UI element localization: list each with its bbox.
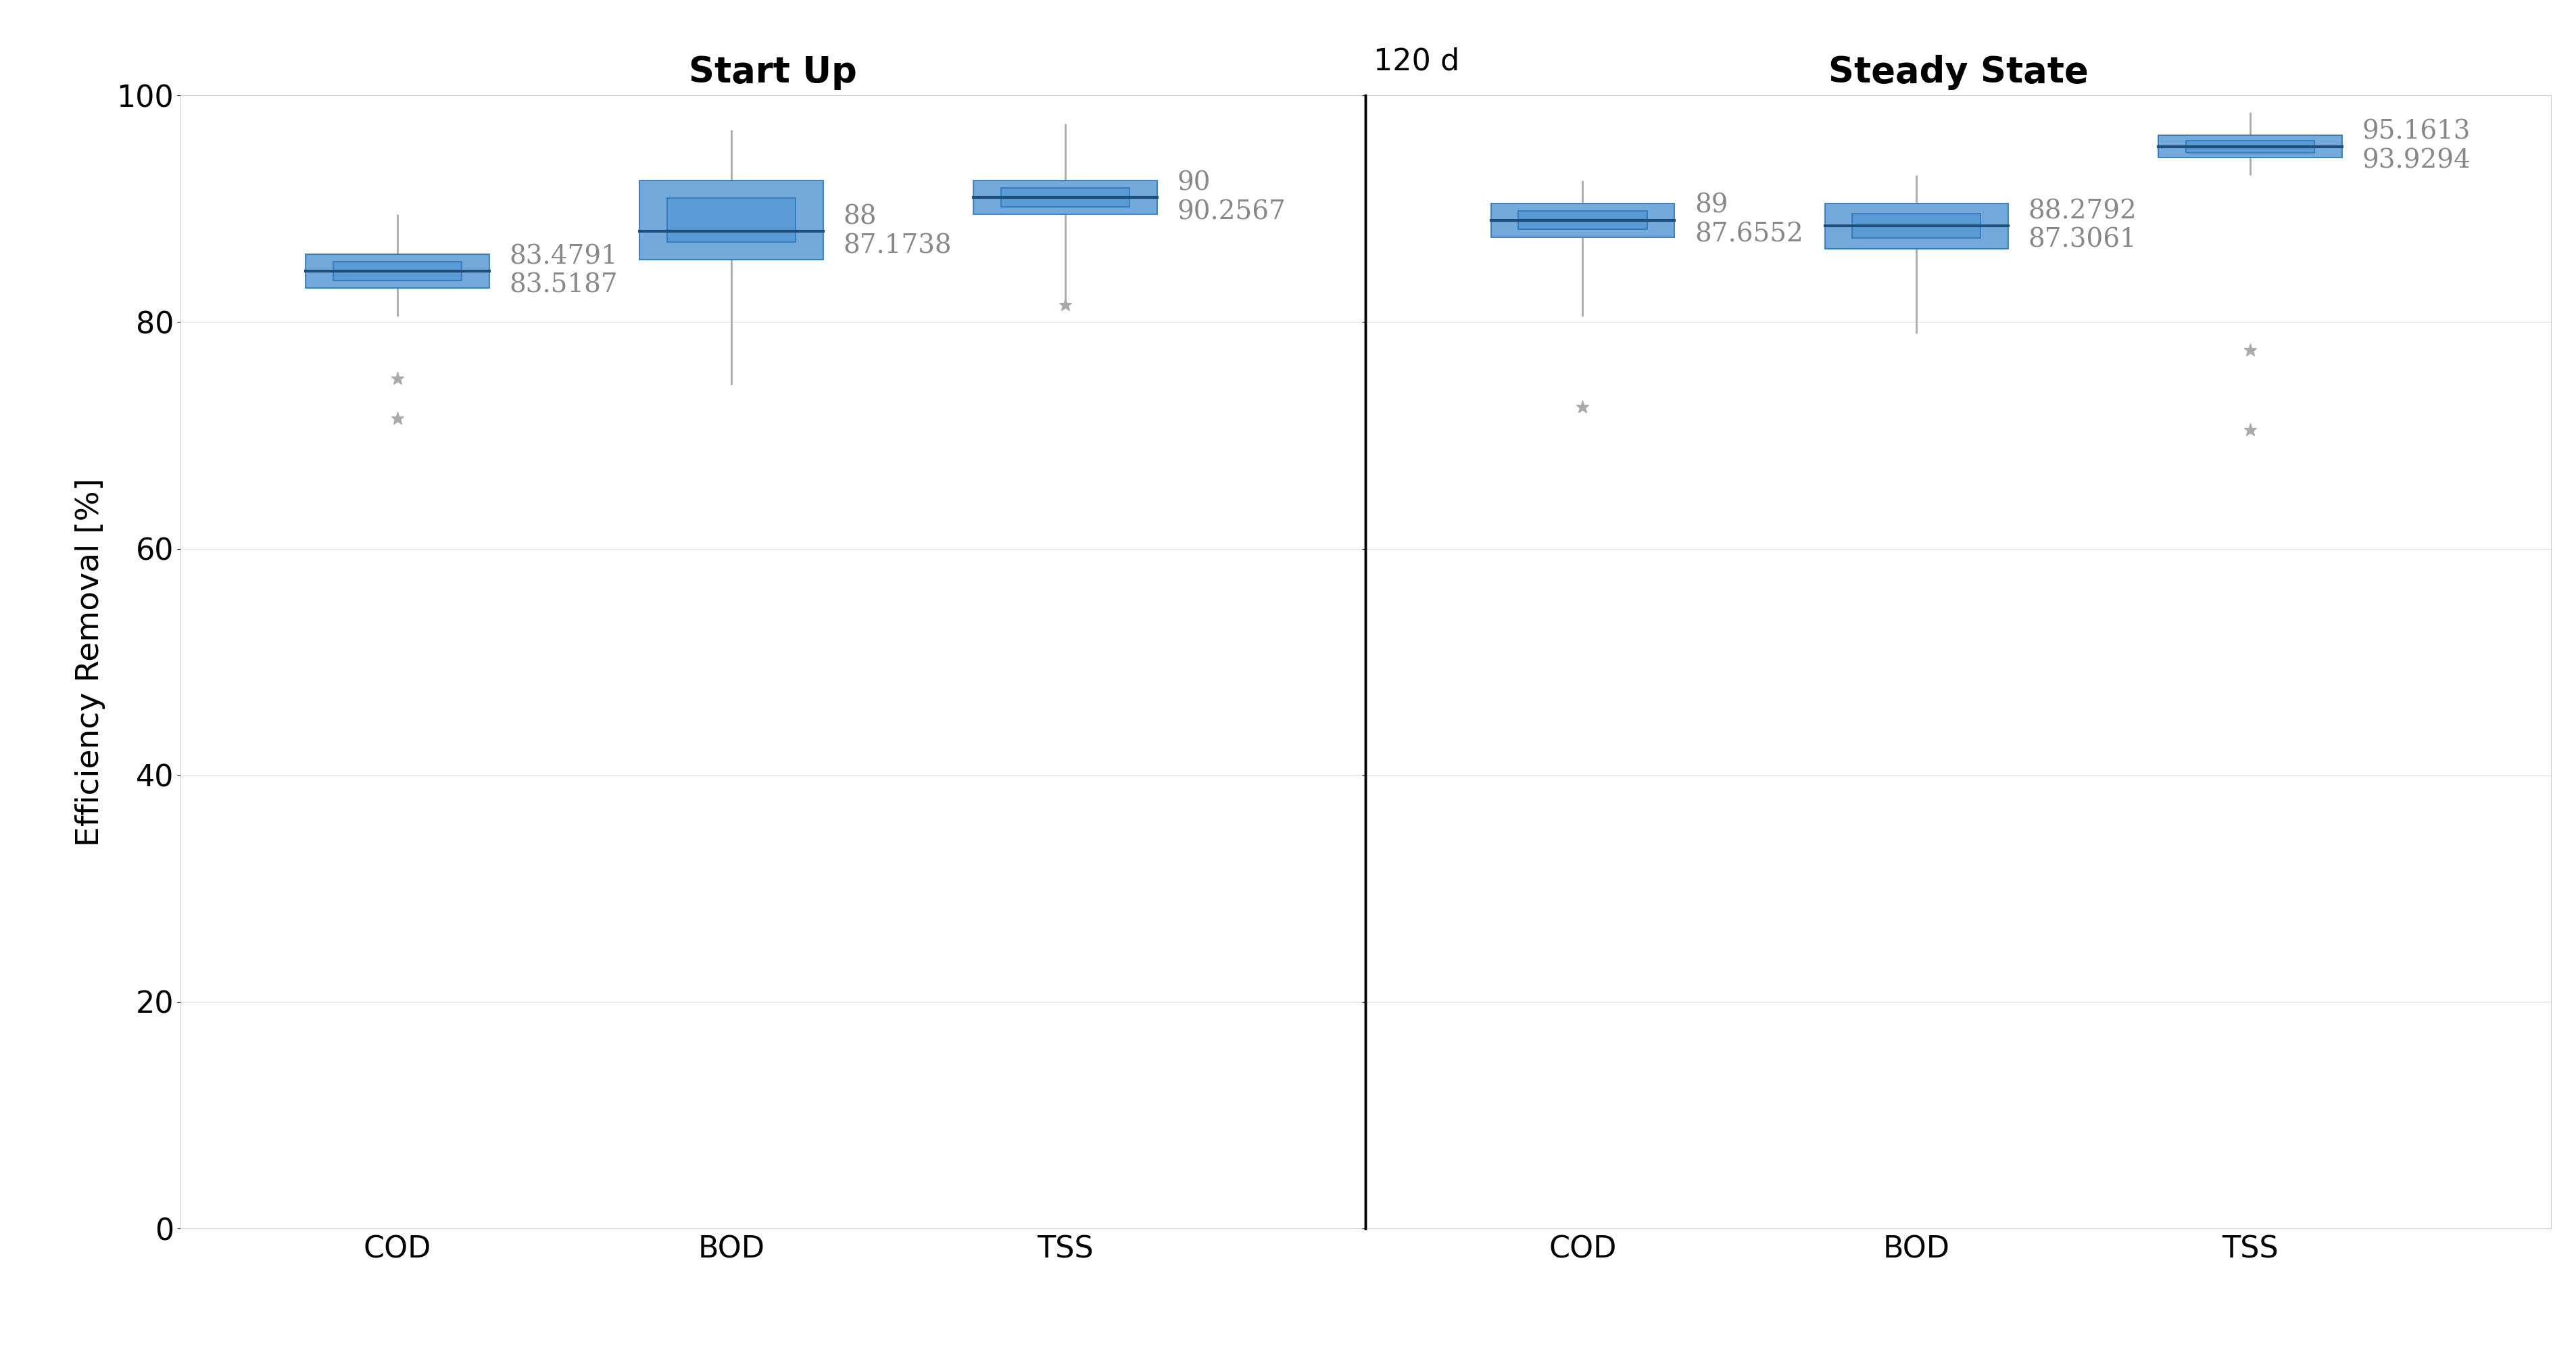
Bar [1824, 203, 2007, 248]
Title: Start Up: Start Up [688, 55, 858, 90]
Text: 88.2792
87.3061: 88.2792 87.3061 [2027, 199, 2136, 253]
Bar [1492, 203, 1674, 238]
Bar [1852, 213, 1981, 239]
Bar [1517, 210, 1646, 229]
Text: 83.4791
83.5187: 83.4791 83.5187 [510, 244, 618, 298]
Text: 89
87.6552: 89 87.6552 [1695, 194, 1803, 247]
Text: 90
90.2567: 90 90.2567 [1177, 171, 1285, 224]
Bar [307, 254, 489, 288]
Bar [639, 180, 822, 259]
Text: 95.1613
93.9294: 95.1613 93.9294 [2362, 120, 2470, 173]
Bar [667, 198, 796, 242]
Title: Steady State: Steady State [1829, 55, 2087, 90]
Y-axis label: Efficiency Removal [%]: Efficiency Removal [%] [75, 478, 106, 846]
Bar [2184, 141, 2313, 153]
Bar [999, 188, 1128, 207]
Bar [974, 180, 1157, 214]
Bar [2159, 135, 2342, 158]
Text: 120 d: 120 d [1373, 46, 1458, 76]
Text: 88
87.1738: 88 87.1738 [842, 205, 951, 258]
Bar [332, 262, 461, 280]
